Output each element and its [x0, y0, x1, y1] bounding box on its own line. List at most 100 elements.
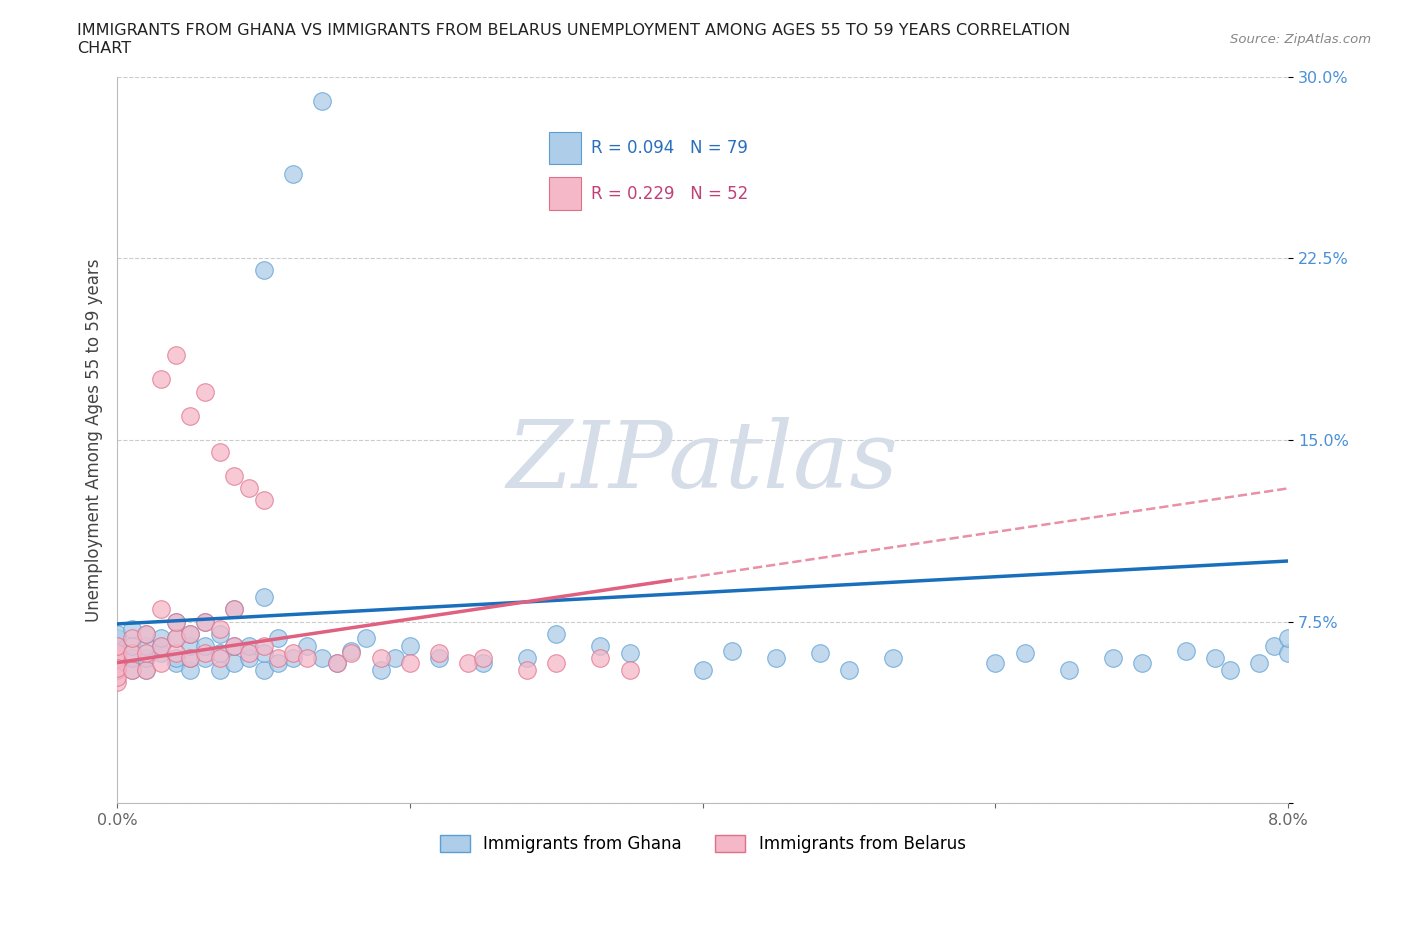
Point: [692, 662, 714, 677]
Point: [267, 631, 290, 646]
Point: [150, 638, 173, 653]
Point: [179, 638, 201, 653]
Point: [208, 626, 231, 641]
Point: [194, 645, 217, 660]
Point: [238, 638, 260, 653]
Point: [105, 656, 128, 671]
Point: [121, 645, 143, 660]
Point: [105, 638, 128, 653]
Point: [194, 614, 217, 629]
Point: [121, 662, 143, 677]
Point: [808, 645, 831, 660]
Point: [194, 650, 217, 665]
Text: IMMIGRANTS FROM GHANA VS IMMIGRANTS FROM BELARUS UNEMPLOYMENT AMONG AGES 55 TO 5: IMMIGRANTS FROM GHANA VS IMMIGRANTS FROM…: [77, 23, 1070, 38]
Point: [150, 631, 173, 646]
Point: [1130, 656, 1153, 671]
Point: [105, 662, 128, 677]
Point: [472, 650, 495, 665]
Point: [208, 621, 231, 636]
Point: [370, 662, 392, 677]
Point: [984, 656, 1007, 671]
Point: [165, 656, 187, 671]
Point: [619, 645, 641, 660]
Point: [252, 263, 274, 278]
Point: [105, 656, 128, 671]
Point: [297, 650, 319, 665]
Point: [546, 656, 568, 671]
Point: [105, 670, 128, 684]
Point: [135, 645, 157, 660]
Point: [516, 662, 538, 677]
Point: [105, 650, 128, 665]
Point: [267, 656, 290, 671]
Point: [165, 348, 187, 363]
Point: [457, 656, 479, 671]
Point: [399, 638, 422, 653]
Point: [252, 638, 274, 653]
Point: [105, 645, 128, 660]
Point: [267, 650, 290, 665]
Point: [208, 650, 231, 665]
Point: [281, 650, 304, 665]
Point: [1204, 650, 1226, 665]
Point: [208, 645, 231, 660]
Point: [1263, 638, 1285, 653]
Point: [589, 650, 612, 665]
Point: [297, 638, 319, 653]
Point: [105, 660, 128, 675]
Point: [1219, 662, 1241, 677]
Point: [105, 638, 128, 653]
Point: [1101, 650, 1123, 665]
Point: [150, 372, 173, 387]
Point: [224, 638, 246, 653]
Point: [194, 384, 217, 399]
Point: [546, 626, 568, 641]
Point: [1277, 631, 1299, 646]
Point: [238, 481, 260, 496]
Text: Source: ZipAtlas.com: Source: ZipAtlas.com: [1230, 33, 1371, 46]
Point: [326, 656, 349, 671]
Point: [281, 645, 304, 660]
Point: [135, 662, 157, 677]
Y-axis label: Unemployment Among Ages 55 to 59 years: Unemployment Among Ages 55 to 59 years: [86, 259, 103, 621]
Text: ZIPatlas: ZIPatlas: [506, 417, 898, 507]
Point: [105, 631, 128, 646]
Point: [224, 469, 246, 484]
Point: [165, 631, 187, 646]
Point: [1277, 645, 1299, 660]
Point: [238, 645, 260, 660]
Point: [150, 645, 173, 660]
Point: [121, 650, 143, 665]
Point: [150, 638, 173, 653]
Point: [354, 631, 377, 646]
Point: [105, 626, 128, 641]
Point: [224, 602, 246, 617]
Point: [208, 662, 231, 677]
Point: [150, 656, 173, 671]
Point: [135, 638, 157, 653]
Point: [370, 650, 392, 665]
Point: [121, 621, 143, 636]
Legend: Immigrants from Ghana, Immigrants from Belarus: Immigrants from Ghana, Immigrants from B…: [433, 829, 972, 860]
Point: [1174, 644, 1197, 658]
Point: [1247, 656, 1270, 671]
Point: [194, 638, 217, 653]
Point: [619, 662, 641, 677]
Point: [105, 650, 128, 665]
Point: [224, 602, 246, 617]
Point: [165, 614, 187, 629]
Point: [179, 650, 201, 665]
Point: [135, 662, 157, 677]
Point: [179, 650, 201, 665]
Point: [340, 644, 363, 658]
Point: [765, 650, 787, 665]
Point: [721, 644, 744, 658]
Point: [105, 662, 128, 677]
Point: [194, 614, 217, 629]
Point: [179, 408, 201, 423]
Point: [165, 614, 187, 629]
Point: [105, 662, 128, 677]
Point: [179, 662, 201, 677]
Point: [252, 662, 274, 677]
Point: [224, 638, 246, 653]
